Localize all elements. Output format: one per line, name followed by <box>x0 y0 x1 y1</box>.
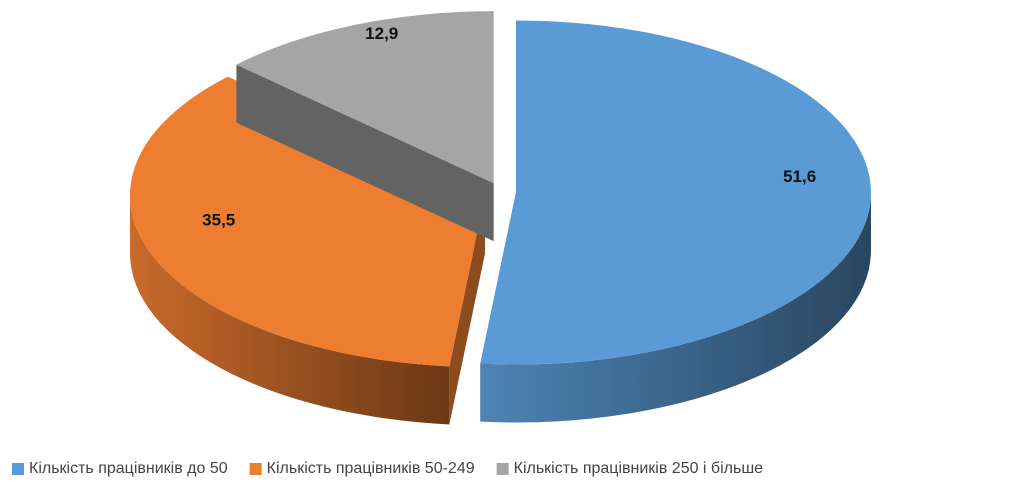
legend-label: Кількість працівників 250 і більше <box>514 460 764 477</box>
slice-wall <box>129 195 450 425</box>
data-label: 51,6 <box>783 167 816 186</box>
slice <box>480 20 871 423</box>
legend-swatch <box>249 463 262 475</box>
slice-top <box>236 11 494 184</box>
legend-swatch <box>496 463 509 475</box>
slice <box>236 11 494 242</box>
slice-top <box>480 20 871 365</box>
slice-top <box>129 76 485 367</box>
slice-side <box>236 64 494 242</box>
legend-label: Кількість працівників 50-249 <box>267 460 475 477</box>
slice-wall <box>480 192 871 423</box>
data-label: 35,5 <box>202 211 235 230</box>
data-label: 12,9 <box>365 24 398 43</box>
slice-side <box>449 195 485 425</box>
legend-swatch <box>12 463 24 475</box>
legend-label: Кількість працівників до 50 <box>29 460 228 477</box>
